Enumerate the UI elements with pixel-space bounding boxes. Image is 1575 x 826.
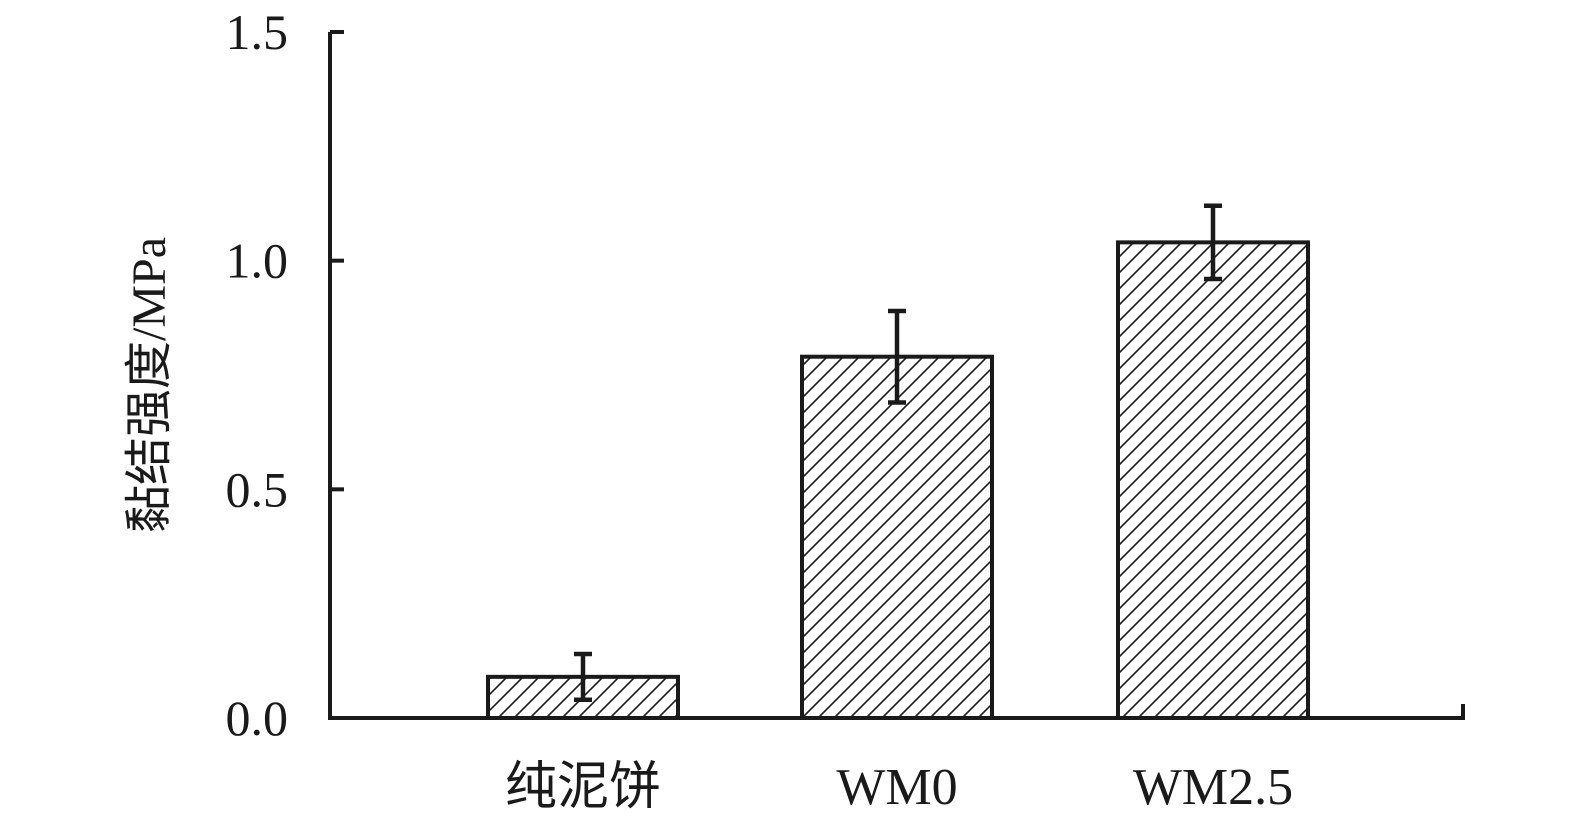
axes (328, 32, 1465, 720)
error-bars (574, 203, 1222, 702)
y-tick-label: 1.5 (226, 4, 289, 60)
plot-area: 0.0 0.5 1.0 1.5 纯泥饼 WM0 WM2.5 (226, 4, 1465, 816)
bar-1 (800, 354, 994, 720)
x-tick-labels: 纯泥饼 WM0 WM2.5 (505, 759, 1293, 816)
x-tick-label-1: WM0 (836, 759, 957, 816)
y-axis-label: 黏结强度/MPa (123, 237, 176, 533)
x-tick-label-2: WM2.5 (1133, 759, 1293, 816)
error-bar-0 (574, 651, 592, 702)
x-tick-label-0: 纯泥饼 (505, 759, 661, 816)
bar-2 (1116, 240, 1310, 721)
y-ticks: 0.0 0.5 1.0 1.5 (226, 4, 344, 746)
y-tick-label: 0.0 (226, 690, 289, 746)
error-bar-1 (888, 308, 906, 405)
y-tick-label: 1.0 (226, 233, 289, 289)
y-tick-label: 0.5 (226, 461, 289, 517)
error-bar-2 (1204, 203, 1222, 282)
